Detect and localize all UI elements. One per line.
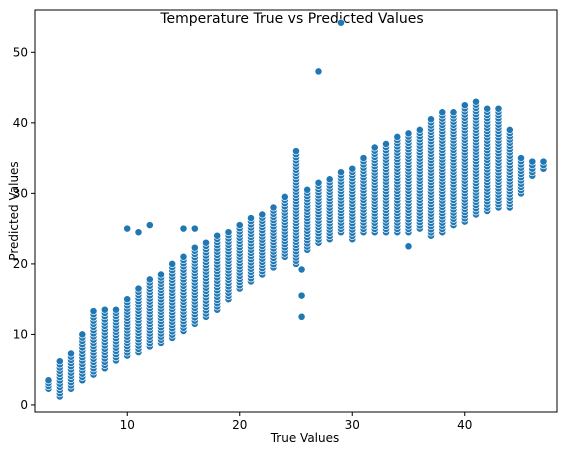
- data-point: [382, 140, 390, 148]
- y-tick-label: 0: [20, 398, 28, 412]
- y-axis-ticks: 0 10 20 30 40 50: [13, 45, 35, 412]
- data-point: [427, 115, 435, 124]
- data-point: [112, 305, 120, 314]
- data-point: [247, 214, 255, 223]
- data-point: [145, 275, 154, 284]
- x-tick-label: 20: [232, 418, 247, 432]
- data-point: [438, 108, 447, 117]
- data-point: [100, 305, 109, 314]
- data-point: [404, 129, 413, 138]
- x-tick-label: 40: [457, 418, 472, 432]
- y-axis-label: Predicted Values: [7, 161, 21, 260]
- y-tick-label: 20: [13, 257, 28, 271]
- data-point: [483, 104, 492, 113]
- data-point: [297, 265, 306, 274]
- plot-frame: [34, 9, 558, 413]
- data-point: [179, 252, 188, 261]
- data-point: [123, 224, 132, 233]
- data-point: [359, 154, 368, 163]
- data-point: [213, 231, 222, 240]
- y-tick-label: 30: [13, 186, 28, 200]
- data-point: [134, 228, 143, 237]
- data-point: [44, 376, 53, 385]
- data-point: [337, 18, 345, 27]
- data-point: [89, 307, 98, 316]
- x-tick-label: 30: [345, 418, 360, 432]
- data-point: [292, 147, 300, 156]
- data-point: [55, 357, 64, 366]
- data-point: [517, 154, 525, 163]
- data-point: [190, 224, 199, 233]
- data-point: [415, 125, 424, 134]
- data-point: [494, 104, 503, 113]
- data-point: [190, 243, 199, 252]
- data-point: [78, 330, 87, 339]
- data-point: [297, 312, 306, 321]
- data-points: [44, 18, 548, 401]
- data-point: [325, 175, 334, 184]
- data-point: [145, 221, 154, 230]
- data-point: [314, 67, 323, 76]
- data-point: [235, 221, 244, 230]
- data-point: [303, 185, 312, 194]
- data-point: [67, 349, 75, 358]
- data-point: [472, 97, 480, 106]
- data-point: [393, 132, 402, 141]
- data-point: [449, 108, 458, 117]
- data-point: [505, 125, 514, 134]
- data-point: [370, 143, 379, 152]
- x-tick-label: 10: [120, 418, 135, 432]
- chart-title: Temperature True vs Predicted Values: [159, 11, 423, 27]
- y-tick-label: 10: [13, 327, 28, 341]
- data-point: [539, 157, 548, 166]
- data-point: [280, 192, 289, 201]
- data-point: [224, 228, 233, 237]
- data-point: [528, 157, 537, 166]
- data-point: [314, 178, 323, 187]
- data-point: [168, 259, 177, 268]
- data-point: [337, 168, 345, 177]
- data-point: [258, 210, 267, 219]
- x-axis-ticks: 10 20 30 40: [120, 412, 472, 432]
- data-point: [202, 238, 210, 247]
- data-point: [404, 242, 413, 251]
- data-point: [348, 164, 357, 173]
- data-point: [157, 270, 165, 279]
- data-point: [297, 291, 306, 300]
- data-point: [134, 284, 143, 293]
- y-tick-label: 40: [13, 116, 28, 130]
- data-point: [123, 295, 132, 304]
- data-point: [269, 203, 278, 212]
- data-point: [460, 101, 469, 110]
- data-point: [179, 224, 188, 233]
- x-axis-label: True Values: [270, 431, 340, 445]
- y-tick-label: 50: [13, 45, 28, 59]
